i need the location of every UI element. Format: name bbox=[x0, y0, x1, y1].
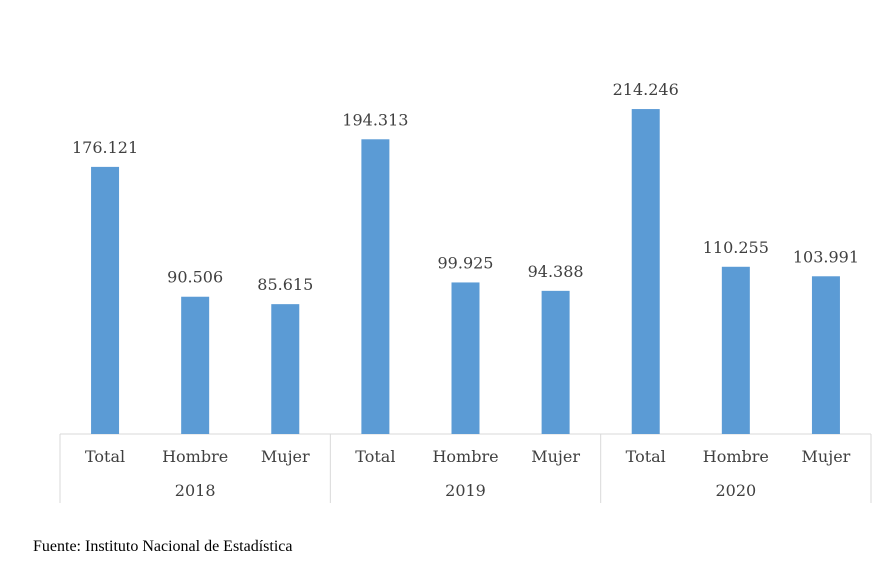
data-label: 99.925 bbox=[438, 253, 494, 272]
bar bbox=[721, 266, 750, 434]
bar bbox=[181, 296, 210, 434]
data-label: 90.506 bbox=[167, 268, 223, 287]
data-label: 85.615 bbox=[257, 275, 313, 294]
x-tick-label: Hombre bbox=[703, 447, 769, 466]
group-label: 2019 bbox=[445, 481, 486, 500]
x-tick-label: Total bbox=[85, 447, 125, 466]
bar bbox=[541, 290, 570, 434]
x-tick-label: Total bbox=[626, 447, 666, 466]
x-tick-label: Mujer bbox=[261, 447, 310, 466]
data-label: 176.121 bbox=[72, 138, 138, 157]
bar bbox=[631, 109, 660, 434]
bar bbox=[451, 282, 480, 434]
bar bbox=[91, 166, 120, 434]
bar-chart: 176.121 Total 90.506 Hombre 85.615 Mujer 2018 1… bbox=[59, 80, 872, 503]
source-note: Fuente: Instituto Nacional de Estadístic… bbox=[33, 538, 293, 555]
data-label: 94.388 bbox=[528, 262, 584, 281]
bar bbox=[811, 276, 840, 434]
x-tick-label: Hombre bbox=[162, 447, 228, 466]
bar bbox=[361, 139, 390, 435]
data-label: 110.255 bbox=[703, 238, 769, 257]
data-label: 103.991 bbox=[793, 247, 859, 266]
data-label: 214.246 bbox=[613, 80, 679, 99]
x-tick-label: Mujer bbox=[531, 447, 580, 466]
group-label: 2020 bbox=[715, 481, 756, 500]
group-label: 2018 bbox=[175, 481, 216, 500]
x-tick-label: Hombre bbox=[432, 447, 498, 466]
x-tick-label: Mujer bbox=[802, 447, 851, 466]
bar bbox=[271, 304, 300, 434]
x-tick-label: Total bbox=[355, 447, 395, 466]
data-label: 194.313 bbox=[342, 110, 408, 129]
